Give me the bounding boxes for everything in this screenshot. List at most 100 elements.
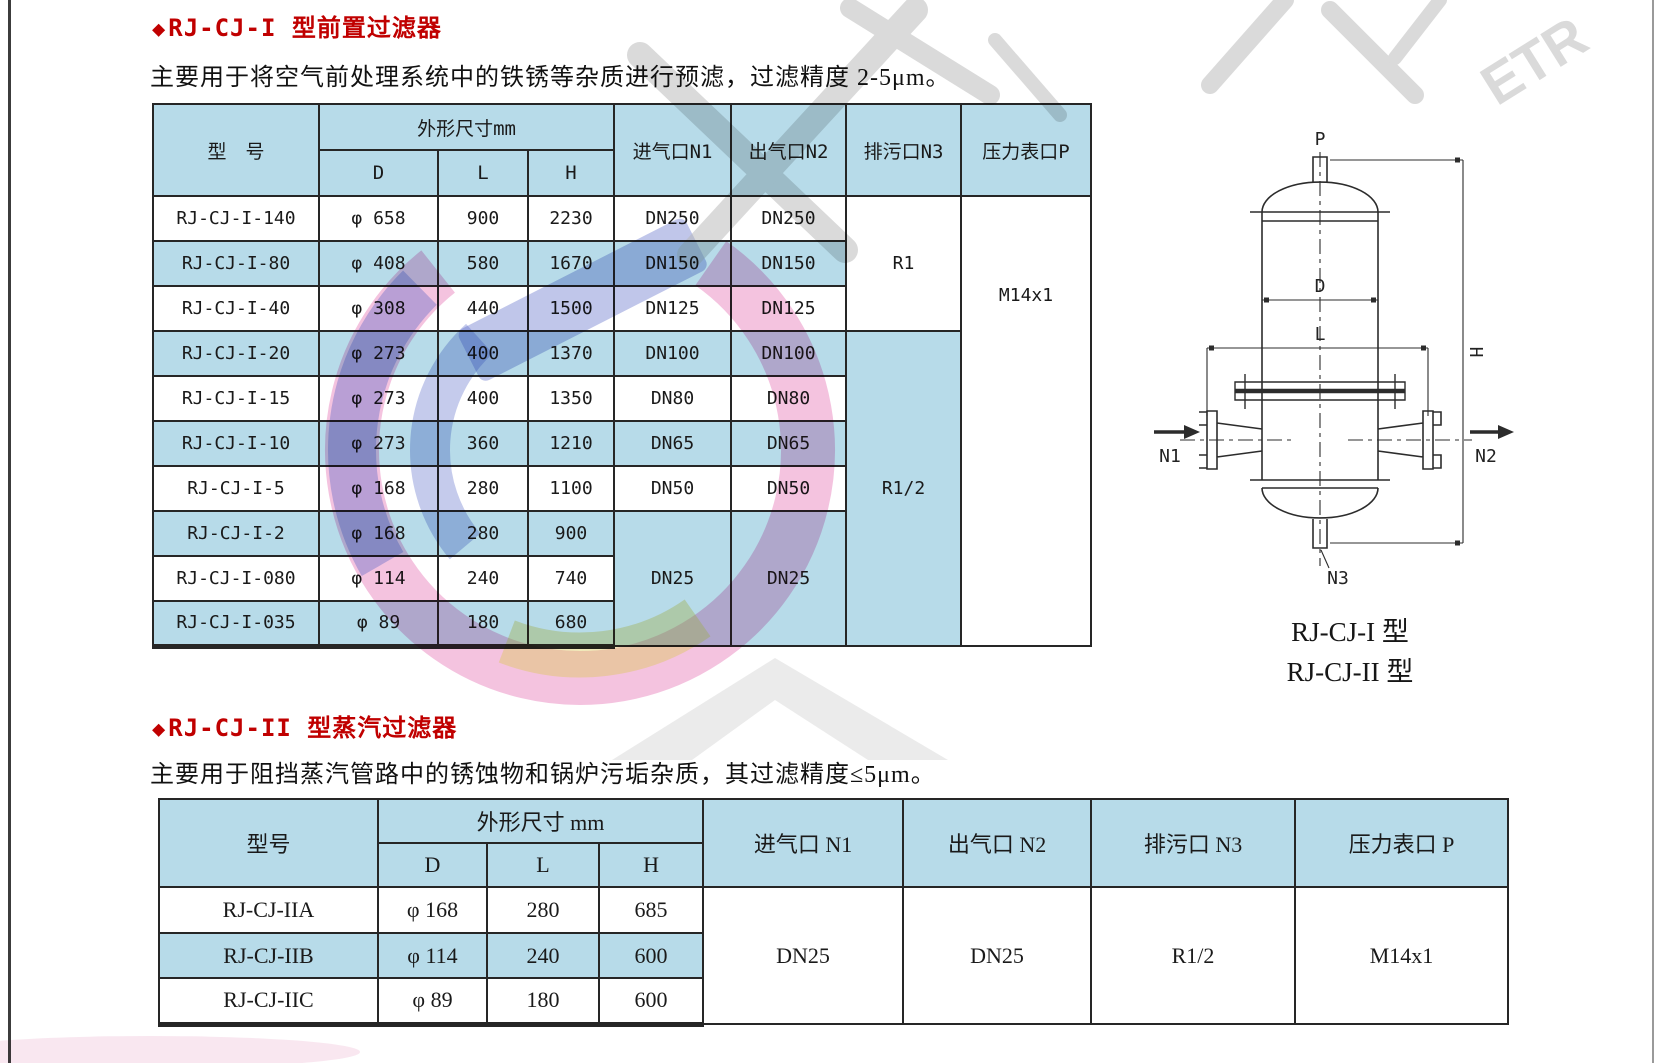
section1-title: ◆RJ-CJ-I 型前置过滤器 [152,8,442,43]
l-cell: 280 [437,465,529,512]
h-cell: 740 [526,555,616,602]
model-cell: RJ-CJ-I-035 [152,600,320,649]
section2-title: ◆RJ-CJ-II 型蒸汽过滤器 [152,708,457,743]
l-cell: 440 [437,285,529,332]
p-port-label: P [1315,129,1326,150]
dimension-ticks [1209,157,1460,546]
d-cell: φ 658 [318,195,439,242]
t1-header-d: D [318,149,439,197]
h-cell: 600 [597,932,705,979]
d-cell: φ 168 [318,465,439,512]
n2-cell: DN150 [730,240,848,287]
n3-merged-cell-bottom: R1/2 [845,330,963,647]
h-cell: 2230 [526,195,616,242]
watermark-stroke [1201,0,1294,94]
n2-port-label: N2 [1475,446,1497,467]
n3-leader-line [1320,549,1330,569]
d-cell: φ 273 [318,420,439,467]
n2-cell: DN80 [730,375,848,422]
vessel-technical-drawing: P D L H N1 N2 N3 [1154,129,1514,589]
l-cell: 180 [437,600,529,649]
vessel-shell [1250,181,1390,519]
diagram-caption-type2: RJ-CJ-II 型 [1286,657,1414,687]
n1-cell: DN250 [613,195,733,242]
diamond-bullet-icon: ◆ [152,717,167,742]
t1-header-h: H [526,149,616,197]
table-row: RJ-CJ-IIC φ 89 180 600 [158,977,1508,1027]
section1-description: 主要用于将空气前处理系统中的铁锈等杂质进行预滤，过滤精度 2-5μm。 [150,65,951,91]
t2-header-h: H [597,842,705,888]
t2-header-dims: 外形尺寸 mm [376,798,705,844]
l-cell: 400 [437,330,529,377]
h-cell: 1210 [526,420,616,467]
n3-merged-cell: R1/2 [1090,886,1297,1025]
page-border-right [1652,0,1654,1063]
n1-merged-cell: DN25 [702,886,905,1025]
n1-cell: DN150 [613,240,733,287]
n2-cell: DN125 [730,285,848,332]
h-cell: 1500 [526,285,616,332]
t1-header-l: L [437,149,529,197]
d-cell: φ 168 [318,510,439,557]
drain-nozzle [1312,519,1328,549]
watermark-chevron [612,658,948,760]
t1-header-p: 压力表口P [960,103,1093,197]
steam-filter-spec-table: 型号 外形尺寸 mm 进气口 N1 出气口 N2 排污口 N3 压力表口 P D… [158,798,1510,1027]
t2-header-n1: 进气口 N1 [702,798,905,888]
n2-merged-cell: DN25 [902,886,1093,1025]
model-cell: RJ-CJ-I-5 [152,465,320,512]
n2-arrow-head [1498,425,1514,439]
h-cell: 600 [597,977,705,1027]
l-cell: 580 [437,240,529,287]
n2-cell: DN50 [730,465,848,512]
l-cell: 900 [437,195,529,242]
l-dim-label: L [1315,324,1326,345]
h-cell: 685 [597,886,705,934]
l-cell: 360 [437,420,529,467]
h-dim-label: H [1465,347,1486,358]
table-row: RJ-CJ-IIB φ 114 240 600 [158,932,1508,979]
watermark-stroke [1388,0,1447,65]
page-border-left [8,0,11,1063]
model-cell: RJ-CJ-I-140 [152,195,320,242]
t1-header-n3: 排污口N3 [845,103,963,197]
outlet-nozzle [1377,410,1442,470]
t2-header-l: L [486,842,600,888]
model-cell: RJ-CJ-I-20 [152,330,320,377]
n1-cell: DN50 [613,465,733,512]
table-subheader-row: D L H [159,842,1508,888]
h-cell: 1670 [526,240,616,287]
model-cell: RJ-CJ-IIC [158,977,379,1027]
n2-merged-cell: DN25 [730,510,848,647]
diagram-caption-type1: RJ-CJ-I 型 [1291,617,1409,647]
p-merged-cell: M14x1 [960,195,1093,647]
model-cell: RJ-CJ-I-80 [152,240,320,287]
d-cell: φ 114 [318,555,439,602]
h-cell: 1350 [526,375,616,422]
n3-port-label: N3 [1327,568,1349,589]
top-nozzle [1312,156,1328,183]
n1-cell: DN80 [613,375,733,422]
table-header-row: 型号 外形尺寸 mm 进气口 N1 出气口 N2 排污口 N3 压力表口 P [158,798,1510,888]
t2-header-model: 型号 [158,798,379,888]
n2-cell: DN65 [730,420,848,467]
n2-cell: DN250 [730,195,848,242]
section2-description: 主要用于阻挡蒸汽管路中的锈蚀物和锅炉污垢杂质，其过滤精度≤5μm。 [150,762,936,788]
d-dim-label: D [1315,276,1326,297]
section2-title-text: RJ-CJ-II 型蒸汽过滤器 [168,714,458,742]
d-cell: φ 408 [318,240,439,287]
n2-cell: DN100 [730,330,848,377]
watermark-stroke [1321,1,1424,104]
n1-cell: DN100 [613,330,733,377]
watermark-pink-wash [0,1036,360,1063]
t2-header-n2: 出气口 N2 [902,798,1093,888]
t1-header-model: 型 号 [152,103,320,197]
h-cell: 900 [526,510,616,557]
t1-header-n1: 进气口N1 [613,103,733,197]
d-cell: φ 168 [377,886,488,934]
table-row: RJ-CJ-I-20 φ 273 400 1370 DN100 DN100 R1… [152,330,1091,647]
d-cell: φ 114 [377,932,488,979]
l-cell: 280 [486,886,600,934]
l-cell: 180 [486,977,600,1027]
